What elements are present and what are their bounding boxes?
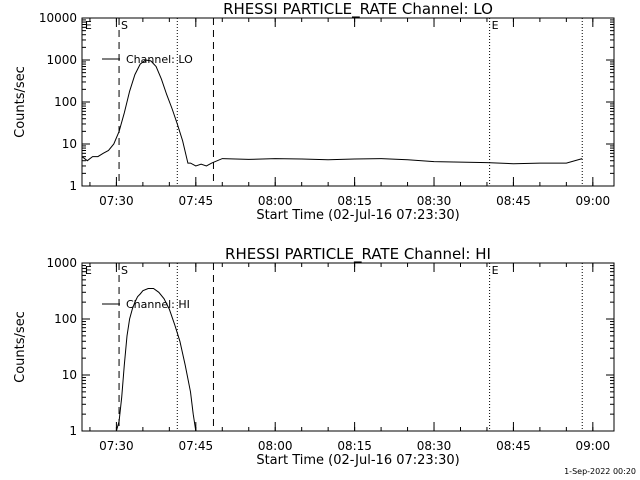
x-tick-label: 08:15	[337, 439, 372, 453]
chart-title: RHESSI PARTICLE_RATE Channel: LO	[223, 0, 493, 19]
y-tick-label: 100	[54, 312, 77, 326]
x-axis-label: Start Time (02-Jul-16 07:23:30)	[256, 453, 459, 468]
event-marker-label: S	[121, 264, 128, 277]
y-tick-label: 1	[69, 424, 77, 438]
x-tick-label: 08:45	[496, 439, 531, 453]
x-tick-label: 08:00	[258, 439, 293, 453]
plot-frame	[81, 262, 615, 432]
x-tick-label: 08:00	[258, 194, 293, 208]
footer-timestamp: 1-Sep-2022 00:20	[564, 467, 636, 476]
x-tick-label: 07:45	[179, 194, 214, 208]
panel-lo: RHESSI PARTICLE_RATE Channel: LO Counts/s…	[13, 0, 615, 223]
x-tick-label: 08:45	[496, 194, 531, 208]
chart-title: RHESSI PARTICLE_RATE Channel: HI	[225, 245, 491, 264]
event-marker-label: E	[85, 264, 92, 277]
y-axis-label: Counts/sec	[13, 311, 28, 383]
panel-hi: RHESSI PARTICLE_RATE Channel: HI Counts/s…	[13, 245, 615, 468]
y-tick-label: 10	[62, 368, 77, 382]
y-axis-label: Counts/sec	[13, 66, 28, 138]
x-tick-label: 09:00	[576, 194, 611, 208]
x-tick-label: 08:15	[337, 194, 372, 208]
x-tick-label: 08:30	[417, 194, 452, 208]
x-axis-label: Start Time (02-Jul-16 07:23:30)	[256, 208, 459, 223]
legend-label: Channel: LO	[126, 53, 193, 66]
event-marker-label: E	[85, 19, 92, 32]
event-marker-label: S	[121, 19, 128, 32]
x-tick-label: 07:45	[179, 439, 214, 453]
y-tick-label: 100	[54, 95, 77, 109]
event-marker-label: E	[492, 264, 499, 277]
y-tick-label: 1	[69, 179, 77, 193]
y-tick-label: 1000	[46, 256, 77, 270]
legend-label: Channel: HI	[126, 298, 190, 311]
y-tick-label: 10000	[39, 11, 77, 25]
x-tick-label: 07:30	[99, 439, 134, 453]
event-marker-label: E	[492, 19, 499, 32]
y-tick-label: 1000	[46, 53, 77, 67]
series-line	[81, 59, 583, 167]
y-tick-label: 10	[62, 137, 77, 151]
x-tick-label: 08:30	[417, 439, 452, 453]
series-line	[115, 288, 197, 432]
x-tick-label: 07:30	[99, 194, 134, 208]
x-tick-label: 09:00	[576, 439, 611, 453]
